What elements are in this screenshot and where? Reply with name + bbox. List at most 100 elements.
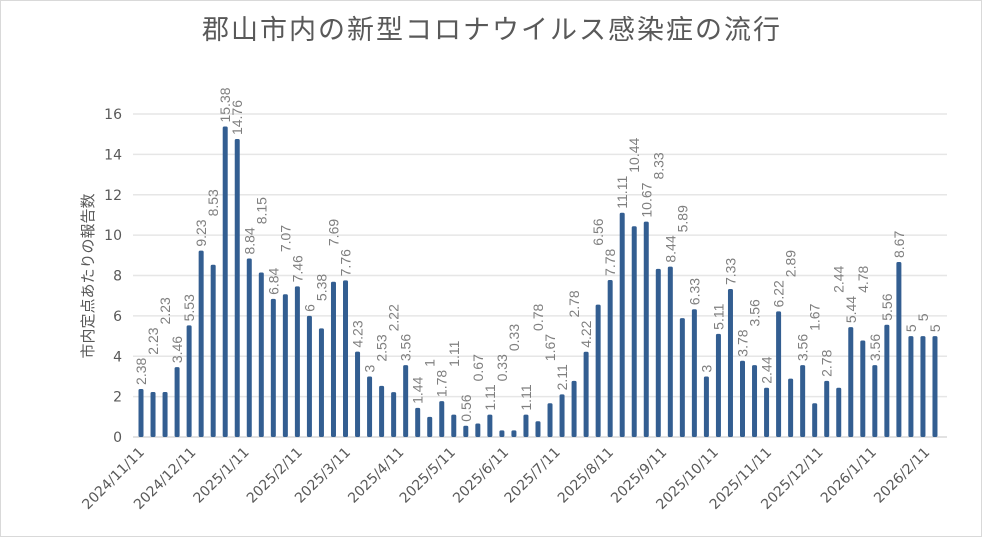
data-label: 7.69 (325, 219, 341, 246)
bar (836, 387, 842, 437)
y-tick-label: 14 (104, 147, 122, 163)
bar (715, 333, 721, 437)
bar (306, 315, 312, 437)
x-tick-label: 2025/5/11 (397, 445, 459, 507)
bar (174, 367, 180, 437)
bar (535, 421, 541, 437)
bar (559, 394, 565, 437)
data-label: 8.67 (891, 231, 907, 258)
bar (788, 378, 794, 437)
data-label: 8.53 (205, 189, 221, 216)
data-label: 0.33 (506, 324, 522, 351)
data-label: 3.46 (169, 336, 185, 363)
data-label: 2.11 (554, 364, 570, 390)
bar (764, 387, 770, 437)
bar (355, 351, 361, 437)
data-label: 2.44 (831, 265, 847, 292)
bar (547, 403, 553, 437)
bar (631, 226, 637, 437)
data-label: 5.11 (710, 303, 726, 329)
bar (463, 425, 469, 437)
bar (246, 258, 252, 437)
x-tick-label: 2025/8/11 (555, 445, 617, 507)
data-label: 3.56 (398, 334, 414, 361)
bar (884, 324, 890, 437)
bar (343, 280, 349, 437)
data-label: 10.67 (638, 182, 654, 217)
data-label: 8.44 (662, 235, 678, 262)
data-label: 4.22 (578, 320, 594, 347)
data-label: 3.56 (747, 299, 763, 326)
data-label: 5.53 (181, 294, 197, 321)
bar (896, 261, 902, 437)
data-label: 5.38 (313, 274, 329, 301)
data-label: 3.78 (735, 329, 751, 356)
bar (619, 212, 625, 437)
bar (222, 126, 228, 438)
data-label: 14.76 (229, 100, 245, 135)
data-label: 2.78 (566, 290, 582, 317)
y-tick-label: 4 (113, 349, 122, 365)
bar (367, 376, 373, 437)
bar (511, 430, 517, 437)
x-tick-label: 2026/1/11 (818, 445, 880, 507)
data-label: 5 (915, 313, 931, 321)
data-label: 2.89 (783, 250, 799, 277)
x-tick-label: 2025/7/11 (502, 445, 564, 507)
data-label: 5 (927, 324, 943, 332)
bar (403, 365, 409, 437)
bar (872, 365, 878, 437)
data-label: 3 (362, 364, 378, 372)
data-label: 2.44 (759, 356, 775, 383)
data-label: 0.67 (470, 354, 486, 381)
bar (776, 311, 782, 437)
bar (475, 423, 481, 437)
data-label: 9.23 (193, 219, 209, 246)
data-label: 7.46 (289, 255, 305, 282)
data-label: 2.23 (157, 297, 173, 324)
y-tick-label: 10 (104, 228, 122, 244)
bar (391, 392, 397, 437)
bar (150, 391, 156, 437)
data-label: 7.78 (602, 248, 618, 275)
bar (607, 279, 613, 437)
data-label: 5 (903, 324, 919, 332)
bar (499, 430, 505, 437)
bar (330, 281, 336, 437)
x-tick-label: 2026/2/11 (871, 445, 933, 507)
y-tick-label: 2 (113, 390, 122, 406)
bar (908, 336, 914, 437)
data-label: 8.15 (253, 197, 269, 224)
data-label: 11.11 (614, 176, 630, 209)
data-label: 7.33 (722, 258, 738, 285)
bar (667, 266, 673, 437)
bar (210, 264, 216, 437)
bar (655, 268, 661, 437)
y-tick-label: 16 (104, 107, 122, 123)
bar (258, 272, 264, 437)
bar (198, 250, 204, 437)
bar (379, 385, 385, 437)
y-axis-label: 市内定点あたりの報告数 (79, 193, 97, 358)
data-label: 1.44 (410, 376, 426, 403)
bar (848, 327, 854, 437)
data-label: 4.78 (855, 265, 871, 292)
data-label: 6.56 (590, 218, 606, 245)
data-label: 1.11 (446, 340, 462, 366)
data-label: 1.78 (434, 370, 450, 397)
bar (583, 351, 589, 437)
y-tick-label: 0 (113, 430, 122, 446)
bar (282, 294, 288, 437)
bar (595, 304, 601, 437)
data-label: 6 (301, 304, 317, 312)
data-label: 1.67 (542, 334, 558, 361)
data-label: 2.78 (819, 349, 835, 376)
x-tick-label: 2025/1/11 (191, 445, 253, 507)
data-label: 5.89 (674, 205, 690, 232)
data-label: 3.56 (867, 334, 883, 361)
data-label: 7.76 (338, 249, 354, 276)
bar (727, 289, 733, 437)
y-tick-label: 8 (113, 269, 122, 285)
